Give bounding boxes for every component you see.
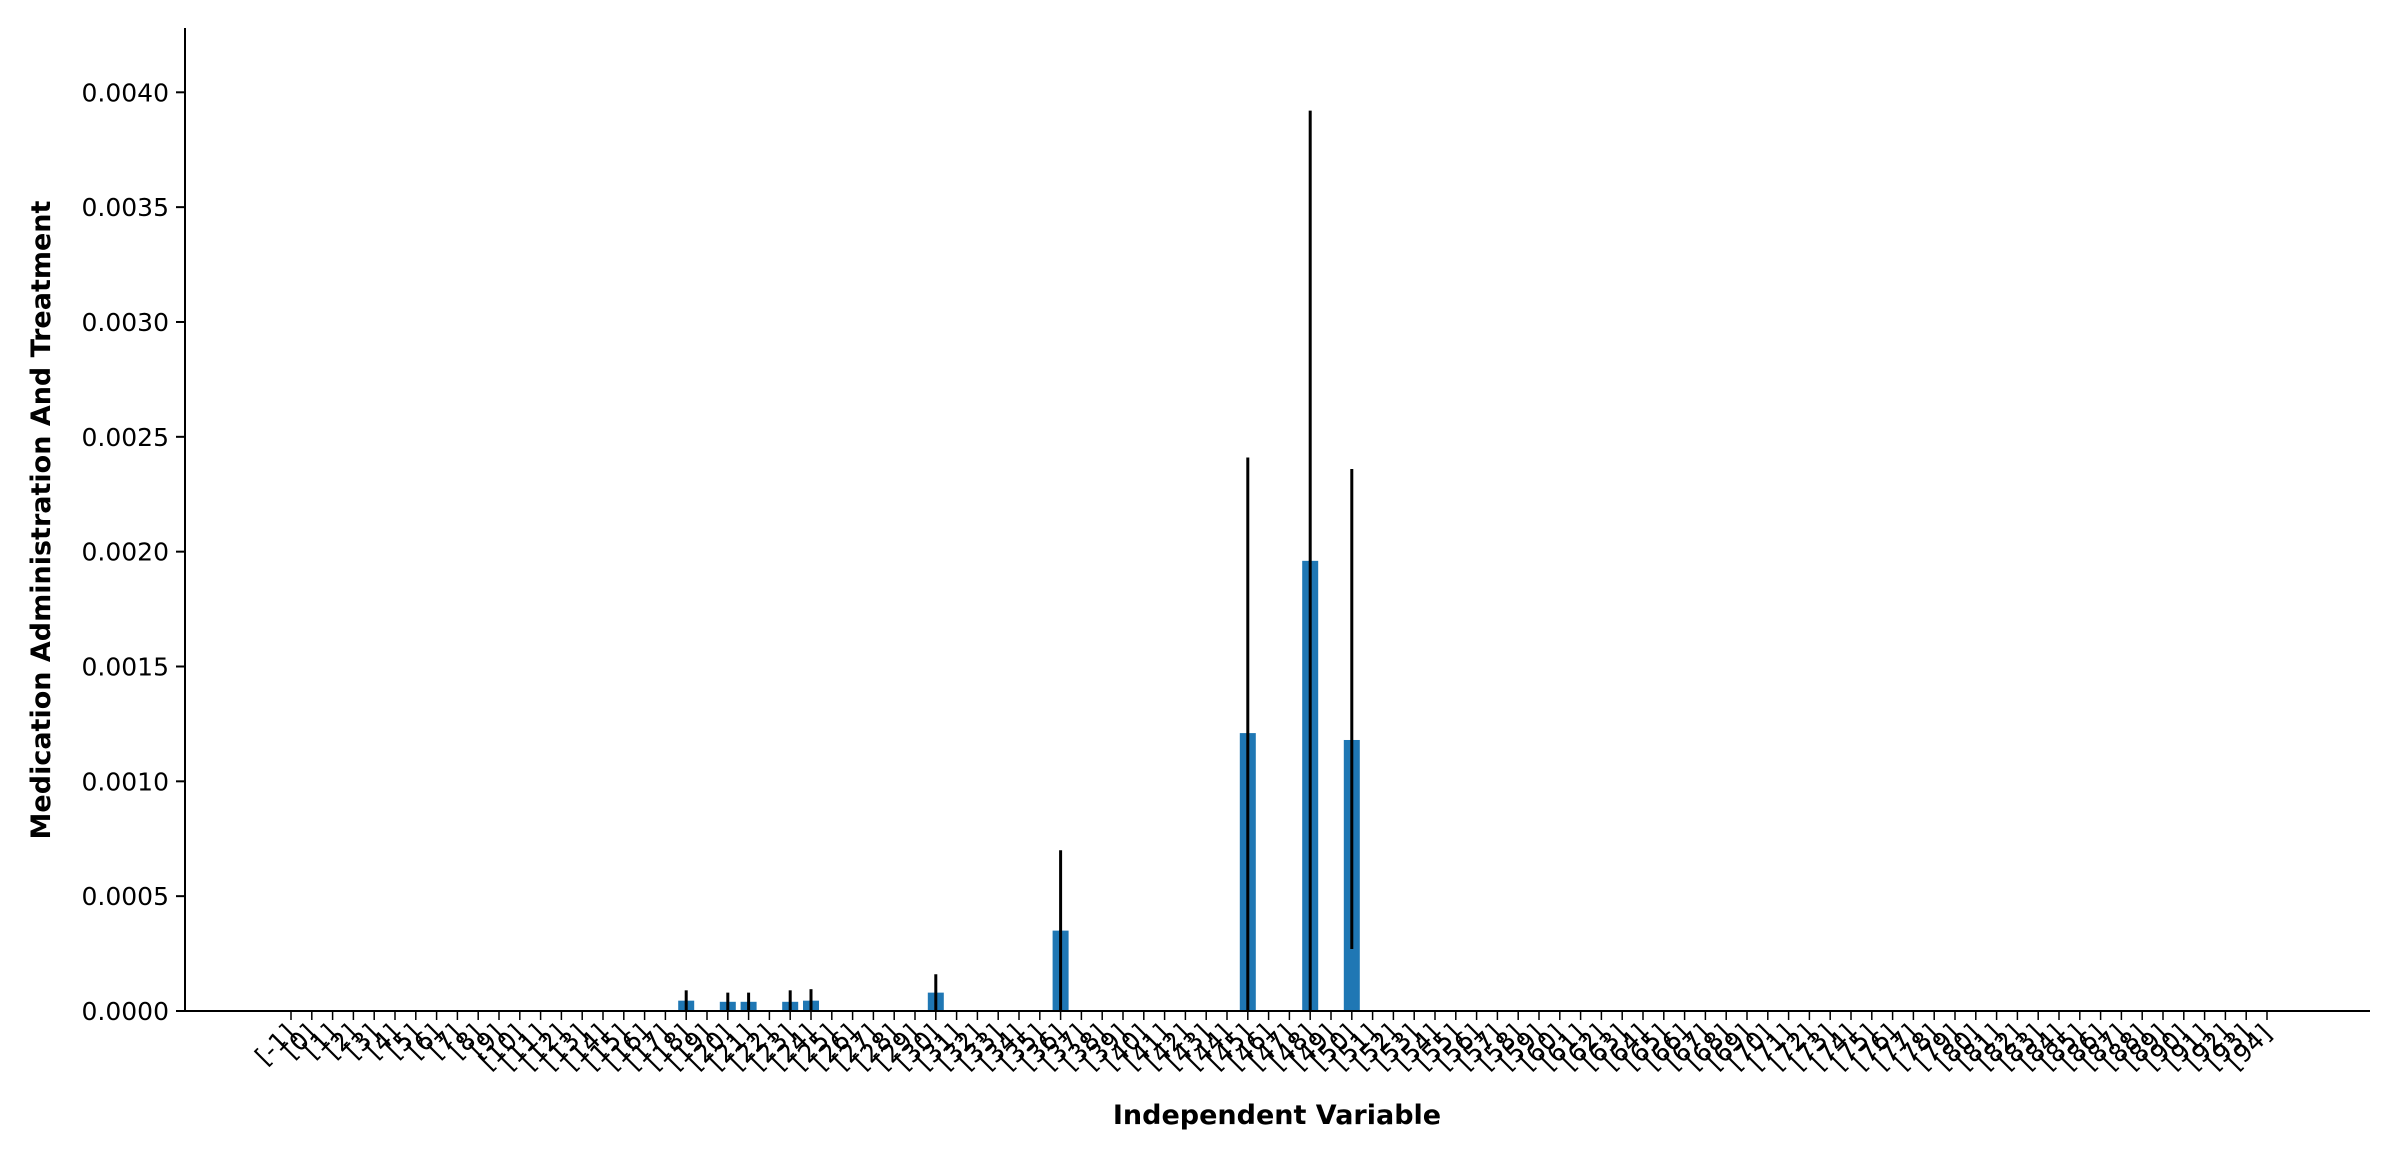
y-tick-label: 0.0000 [82, 997, 169, 1026]
x-ticks-layer: [-1][0][1][2][3][4][5][6][7][8][9][10][1… [249, 1011, 2277, 1076]
y-tick-label: 0.0025 [82, 423, 169, 452]
y-ticks-layer: 0.0000 0.0005 0.0010 0.0015 0.0020 0.0025 0.00… [82, 78, 185, 1026]
y-tick-label: 0.0035 [82, 193, 169, 222]
y-tick-label: 0.0015 [82, 652, 169, 681]
y-tick-label: 0.0030 [82, 308, 169, 337]
y-tick-label: 0.0005 [82, 882, 169, 911]
y-tick-label: 0.0020 [82, 538, 169, 567]
bars-layer [678, 560, 1360, 1011]
x-axis-title: Independent Variable [1113, 1100, 1441, 1131]
error-bars-layer [684, 110, 1354, 1011]
y-axis-title: Medication Administration And Treatment [26, 200, 57, 839]
y-tick-label: 0.0010 [82, 767, 169, 796]
y-tick-label: 0.0040 [82, 78, 169, 107]
